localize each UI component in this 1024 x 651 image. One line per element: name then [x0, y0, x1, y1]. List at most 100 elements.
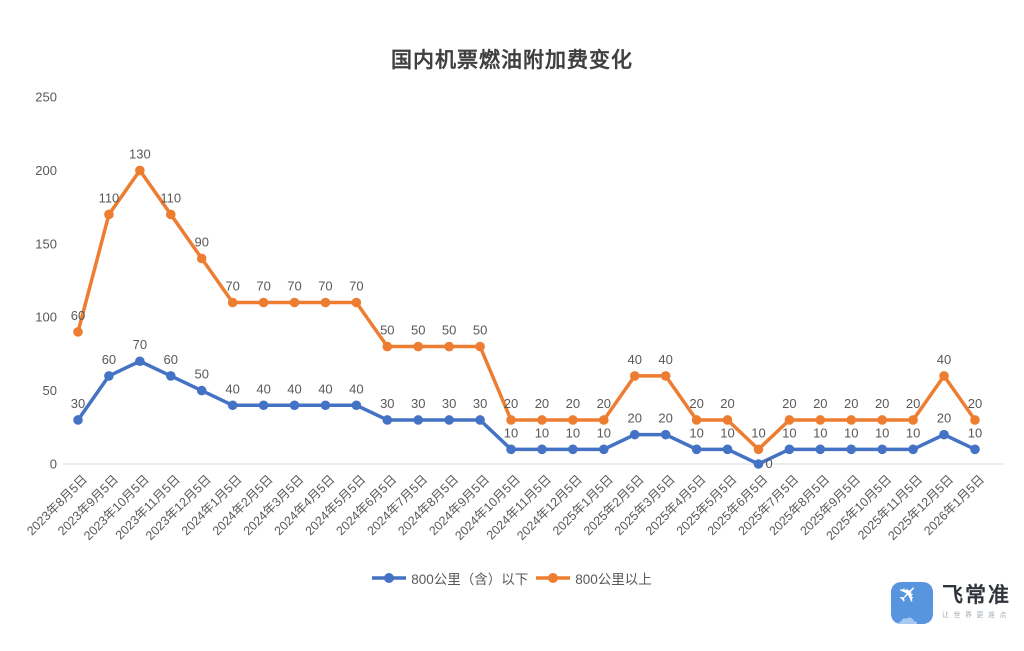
- data-label: 20: [844, 396, 858, 411]
- data-point: [568, 415, 578, 425]
- data-label: 40: [318, 381, 332, 396]
- svg-text:100: 100: [35, 310, 57, 325]
- data-label: 110: [99, 190, 120, 205]
- data-point: [599, 415, 609, 425]
- data-point: [382, 341, 393, 352]
- data-label: 10: [751, 425, 765, 440]
- legend-item-over-800km: 800公里以上: [536, 568, 652, 588]
- data-point: [846, 415, 857, 425]
- data-label: 20: [689, 396, 703, 411]
- data-label: 50: [194, 367, 208, 382]
- data-label: 30: [442, 396, 456, 411]
- data-point: [660, 429, 671, 440]
- data-label: 50: [380, 323, 394, 338]
- data-point: [475, 415, 485, 425]
- data-label: 70: [225, 279, 239, 294]
- data-point: [939, 429, 949, 440]
- data-point: [73, 415, 83, 425]
- data-point: [227, 400, 238, 411]
- data-label: 0: [765, 456, 772, 471]
- data-point: [722, 415, 733, 425]
- data-point: [815, 444, 826, 455]
- data-label: 20: [628, 411, 642, 426]
- data-label: 50: [442, 323, 456, 338]
- series-under-800km: 30 60 70 60 50 40 40 40 40 40 30 30 30 30 10 10 10 10 20 20…: [71, 337, 982, 471]
- data-label: 110: [160, 190, 181, 205]
- data-label: 10: [597, 425, 611, 440]
- data-label: 60: [102, 352, 116, 367]
- data-label: 70: [256, 279, 270, 294]
- data-point: [939, 371, 949, 381]
- data-point: [691, 415, 702, 425]
- data-point: [258, 297, 269, 308]
- data-point: [320, 400, 331, 411]
- data-label: 10: [875, 425, 889, 440]
- data-point: [444, 341, 454, 352]
- svg-text:200: 200: [35, 163, 57, 178]
- data-label: 60: [164, 352, 178, 367]
- data-point: [784, 415, 795, 425]
- data-point: [537, 444, 547, 455]
- data-point: [351, 297, 362, 308]
- data-point: [104, 209, 114, 220]
- data-point: [970, 444, 980, 455]
- data-point: [227, 297, 238, 308]
- data-label: 70: [287, 279, 301, 294]
- data-point: [196, 253, 207, 264]
- data-point: [351, 400, 362, 411]
- data-point: [413, 415, 424, 425]
- data-label: 10: [968, 425, 982, 440]
- data-label: 20: [813, 396, 827, 411]
- data-label: 40: [349, 381, 363, 396]
- series-over-800km: 60 110 130 110 90 70 70 70 70 70 50 50 50 50 20 20 20 20 4…: [71, 146, 982, 455]
- data-point: [73, 327, 83, 337]
- svg-text:50: 50: [43, 383, 57, 398]
- data-point: [568, 444, 578, 455]
- data-label: 70: [349, 279, 363, 294]
- data-point: [784, 444, 795, 455]
- legend-item-under-800km: 800公里（含）以下: [372, 568, 528, 588]
- series-line: [76, 359, 976, 466]
- data-point: [722, 444, 733, 455]
- data-label: 10: [844, 425, 858, 440]
- data-label: 30: [473, 396, 487, 411]
- data-point: [660, 371, 671, 381]
- data-label: 10: [566, 425, 580, 440]
- data-label: 10: [689, 425, 703, 440]
- data-label: 10: [813, 425, 827, 440]
- data-label: 40: [287, 381, 301, 396]
- fuel-surcharge-line-chart: 0501001502002502023年8月5日2023年9月5日2023年10…: [24, 90, 1003, 543]
- data-label: 20: [535, 396, 549, 411]
- data-point: [165, 209, 176, 220]
- data-label: 20: [566, 396, 580, 411]
- data-point: [444, 415, 454, 425]
- series-line: [76, 168, 977, 452]
- cloud-icon: ☁: [893, 603, 919, 624]
- y-axis-labels: 0 50 100 150 200 250: [35, 90, 57, 472]
- brand-tagline: 让世界更准点: [942, 612, 1011, 620]
- data-point: [165, 371, 176, 381]
- data-point: [196, 385, 207, 396]
- data-label: 20: [504, 396, 518, 411]
- data-label: 40: [628, 352, 642, 367]
- data-point: [506, 415, 516, 425]
- data-label: 40: [658, 352, 672, 367]
- chart-title: 国内机票燃油附加费变化: [391, 49, 633, 72]
- svg-text:0: 0: [50, 457, 57, 472]
- data-point: [908, 444, 918, 455]
- svg-text:150: 150: [35, 236, 57, 251]
- data-label: 20: [968, 396, 982, 411]
- data-label: 130: [129, 146, 151, 161]
- data-label: 10: [504, 425, 518, 440]
- data-label: 20: [658, 411, 672, 426]
- data-point: [970, 415, 980, 425]
- orange-line-dot-marker-icon: [536, 572, 571, 584]
- data-point: [506, 444, 516, 455]
- data-point: [877, 415, 887, 425]
- data-point: [846, 444, 857, 455]
- data-label: 10: [720, 425, 734, 440]
- data-label: 30: [380, 396, 394, 411]
- data-point: [413, 341, 424, 352]
- data-point: [599, 444, 609, 455]
